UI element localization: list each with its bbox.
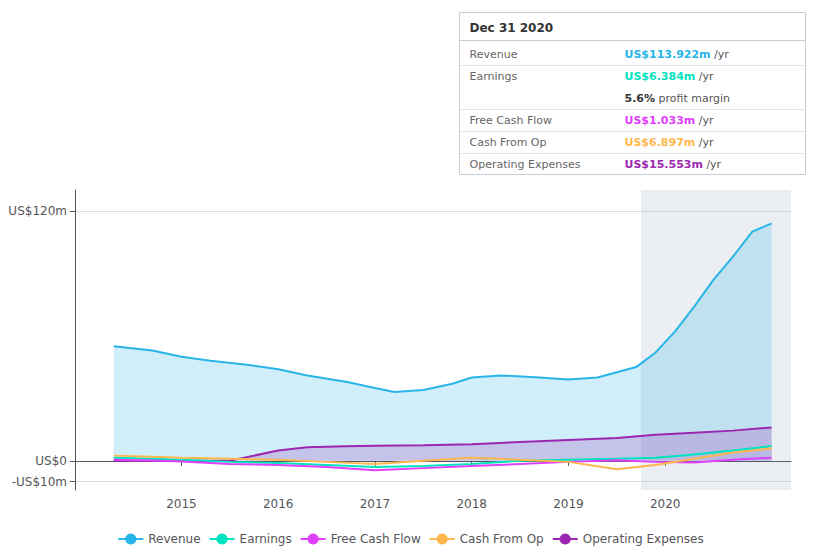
- svg-text:Dec 31 2020: Dec 31 2020: [470, 21, 554, 35]
- svg-text:-US$10m: -US$10m: [12, 475, 67, 489]
- svg-text:2016: 2016: [263, 497, 294, 511]
- svg-text:Free Cash Flow: Free Cash Flow: [331, 532, 421, 546]
- svg-text:Operating Expenses: Operating Expenses: [583, 532, 704, 546]
- svg-text:US$0: US$0: [35, 454, 67, 468]
- svg-text:2015: 2015: [166, 497, 197, 511]
- svg-text:profit margin: profit margin: [659, 92, 731, 105]
- svg-text:Cash From Op: Cash From Op: [470, 136, 547, 149]
- svg-text:/yr: /yr: [714, 48, 729, 61]
- svg-text:/yr: /yr: [699, 114, 714, 127]
- svg-text:US$113.922m: US$113.922m: [625, 48, 711, 61]
- svg-text:US$6.384m: US$6.384m: [625, 70, 696, 83]
- svg-text:/yr: /yr: [699, 136, 714, 149]
- svg-text:2017: 2017: [360, 497, 391, 511]
- svg-text:US$15.553m: US$15.553m: [625, 158, 703, 171]
- svg-text:US$120m: US$120m: [8, 204, 67, 218]
- svg-text:Operating Expenses: Operating Expenses: [470, 158, 581, 171]
- svg-text:2018: 2018: [456, 497, 487, 511]
- svg-text:Revenue: Revenue: [470, 48, 518, 61]
- svg-text:/yr: /yr: [699, 70, 714, 83]
- svg-text:Revenue: Revenue: [148, 532, 200, 546]
- svg-text:US$6.897m: US$6.897m: [625, 136, 696, 149]
- svg-text:Cash From Op: Cash From Op: [460, 532, 544, 546]
- svg-text:/yr: /yr: [706, 158, 721, 171]
- svg-text:Free Cash Flow: Free Cash Flow: [470, 114, 553, 127]
- svg-text:US$1.033m: US$1.033m: [625, 114, 696, 127]
- svg-text:2020: 2020: [650, 497, 681, 511]
- svg-text:Earnings: Earnings: [240, 532, 292, 546]
- svg-text:5.6%: 5.6%: [625, 92, 656, 105]
- svg-text:2019: 2019: [553, 497, 584, 511]
- svg-text:Earnings: Earnings: [470, 70, 518, 83]
